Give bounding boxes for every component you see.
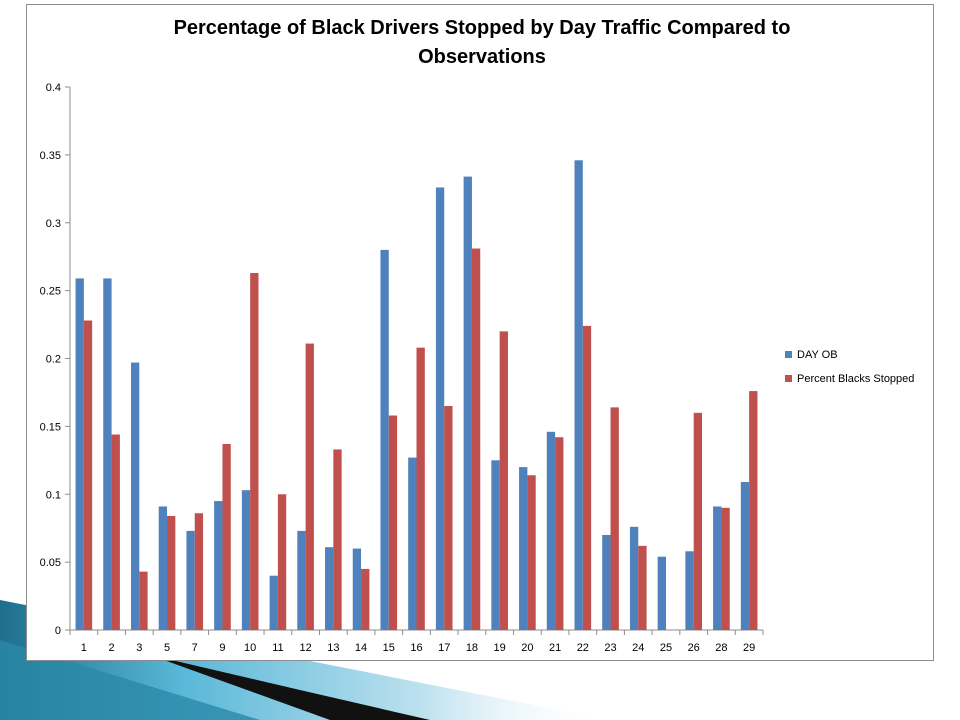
bar-chart: Percentage of Black Drivers Stopped by D…: [40, 17, 915, 654]
bar-day-ob-16: [408, 457, 417, 630]
bar-percent-blacks-stopped-10: [250, 272, 259, 630]
bar-day-ob-10: [241, 490, 251, 630]
chart-title-line-2: Observations: [418, 46, 546, 68]
x-tick-label: 2: [109, 642, 115, 654]
bar-day-ob-24: [629, 526, 639, 630]
bar-day-ob-20: [519, 467, 528, 630]
bar-percent-blacks-stopped-28: [721, 507, 730, 630]
bar-percent-blacks-stopped-2: [111, 434, 120, 630]
x-tick-label: 28: [715, 642, 727, 654]
x-tick-label: 26: [688, 642, 700, 654]
x-tick-label: 9: [219, 642, 225, 654]
bar-day-ob-17: [435, 187, 445, 630]
x-tick-label: 19: [494, 642, 506, 654]
x-tick-label: 10: [244, 642, 256, 654]
y-tick-label: 0.35: [40, 150, 61, 162]
x-tick-label: 18: [466, 642, 478, 654]
x-tick-label: 7: [192, 642, 198, 654]
x-tick-label: 11: [272, 642, 283, 654]
bar-day-ob-2: [103, 278, 112, 630]
bar-percent-blacks-stopped-22: [582, 325, 592, 630]
bar-percent-blacks-stopped-7: [194, 513, 204, 630]
chart-area: Percentage of Black Drivers Stopped by D…: [26, 4, 934, 661]
x-axis: 1 2 3 5 7 9 10 11 12 13 14 15 16 17 18 19 20 21 22 23 24 25 26…: [69, 629, 764, 654]
y-tick-label: 0.15: [40, 421, 61, 433]
bar-day-ob-26: [685, 551, 694, 630]
x-tick-label: 29: [743, 642, 755, 654]
y-axis: 0 0.05 0.1 0.15 0.2 0.25 0.3 0.35 0.4: [40, 82, 71, 637]
bar-percent-blacks-stopped-21: [555, 437, 564, 630]
bar-percent-blacks-stopped-11: [277, 494, 287, 630]
bar-percent-blacks-stopped-3: [139, 571, 148, 630]
x-tick-label: 24: [632, 642, 644, 654]
bar-percent-blacks-stopped-16: [416, 347, 425, 630]
legend: DAY OB Percent Blacks Stopped: [785, 349, 914, 385]
x-tick-label: 5: [164, 642, 170, 654]
bar-day-ob-25: [657, 556, 666, 630]
y-tick-label: 0.2: [46, 354, 61, 366]
y-tick-label: 0.4: [46, 82, 61, 94]
y-tick-label: 0.25: [40, 286, 61, 298]
bars: [75, 160, 758, 631]
legend-swatch: [785, 375, 792, 382]
bar-percent-blacks-stopped-26: [693, 412, 703, 630]
x-tick-label: 23: [604, 642, 616, 654]
x-tick-label: 12: [299, 642, 311, 654]
bar-day-ob-23: [602, 534, 611, 630]
bar-percent-blacks-stopped-19: [499, 331, 508, 630]
bar-day-ob-22: [574, 160, 583, 630]
bar-day-ob-29: [740, 482, 750, 630]
y-tick-label: 0.3: [46, 218, 61, 230]
bar-percent-blacks-stopped-5: [167, 515, 176, 630]
x-tick-label: 3: [136, 642, 142, 654]
x-tick-label: 13: [327, 642, 339, 654]
bar-day-ob-28: [713, 506, 722, 630]
bar-percent-blacks-stopped-1: [83, 320, 93, 630]
bar-day-ob-7: [186, 530, 195, 630]
bar-day-ob-3: [130, 362, 140, 630]
legend-label: DAY OB: [797, 349, 838, 361]
x-tick-label: 14: [355, 642, 367, 654]
bar-day-ob-18: [463, 176, 472, 630]
bar-day-ob-5: [158, 506, 168, 630]
x-tick-label: 25: [660, 642, 672, 654]
bar-day-ob-9: [214, 501, 223, 630]
y-tick-label: 0: [55, 625, 61, 637]
bar-day-ob-1: [75, 278, 84, 630]
legend-label: Percent Blacks Stopped: [797, 373, 914, 385]
bar-percent-blacks-stopped-29: [749, 391, 758, 630]
y-tick-label: 0.1: [46, 489, 61, 501]
bar-percent-blacks-stopped-24: [638, 545, 647, 630]
bar-percent-blacks-stopped-17: [444, 406, 453, 630]
bar-percent-blacks-stopped-12: [305, 343, 314, 630]
bar-percent-blacks-stopped-20: [527, 475, 536, 630]
x-tick-label: 17: [438, 642, 450, 654]
y-tick-label: 0.05: [40, 557, 61, 569]
bar-day-ob-14: [352, 548, 362, 630]
x-tick-label: 21: [549, 642, 561, 654]
bar-percent-blacks-stopped-18: [471, 248, 481, 631]
bar-day-ob-19: [491, 460, 500, 630]
x-tick-label: 22: [577, 642, 589, 654]
bar-day-ob-12: [297, 530, 306, 630]
bar-percent-blacks-stopped-13: [333, 449, 342, 630]
bar-day-ob-11: [269, 575, 278, 630]
x-tick-label: 20: [521, 642, 533, 654]
x-tick-label: 16: [410, 642, 422, 654]
bar-day-ob-21: [546, 431, 556, 630]
bar-percent-blacks-stopped-14: [361, 568, 370, 630]
bar-day-ob-13: [325, 547, 334, 630]
x-tick-label: 1: [81, 642, 87, 654]
legend-swatch: [785, 351, 792, 358]
bar-day-ob-15: [380, 249, 389, 630]
chart-title-line-1: Percentage of Black Drivers Stopped by D…: [174, 17, 791, 39]
bar-percent-blacks-stopped-9: [222, 444, 231, 630]
x-tick-label: 15: [383, 642, 395, 654]
bar-percent-blacks-stopped-23: [610, 407, 619, 630]
bar-percent-blacks-stopped-15: [388, 415, 398, 630]
